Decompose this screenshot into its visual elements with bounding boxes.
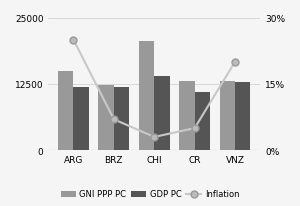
- Bar: [98, 86, 114, 151]
- Inflation: [152, 136, 156, 138]
- Bar: [154, 77, 170, 151]
- Bar: [58, 71, 74, 151]
- Bar: [235, 83, 250, 151]
- Bar: [220, 82, 235, 151]
- Inflation: [233, 61, 237, 64]
- Bar: [179, 82, 195, 151]
- Legend: GNI PPP PC, GDP PC, Inflation: GNI PPP PC, GDP PC, Inflation: [58, 186, 242, 202]
- Inflation: [193, 127, 196, 130]
- Bar: [114, 87, 129, 151]
- Inflation: [112, 118, 116, 121]
- Bar: [74, 87, 89, 151]
- Inflation: [72, 39, 75, 42]
- Bar: [195, 92, 210, 151]
- Line: Inflation: Inflation: [70, 37, 239, 141]
- Bar: [139, 42, 154, 151]
